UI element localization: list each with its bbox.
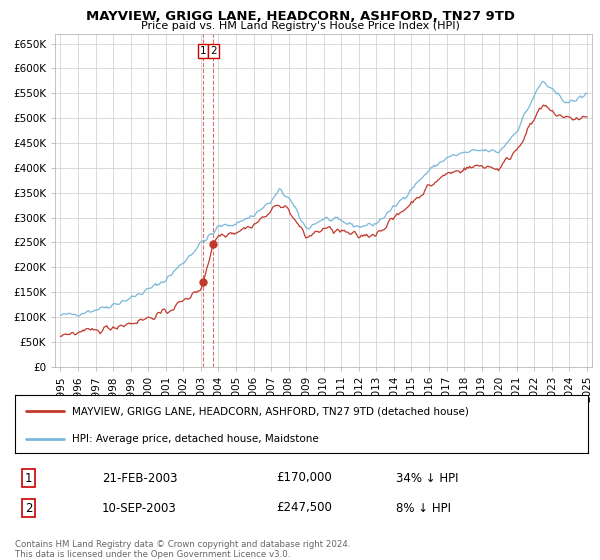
- Text: 2: 2: [210, 46, 217, 56]
- Text: 1: 1: [25, 472, 32, 484]
- Text: £170,000: £170,000: [276, 472, 332, 484]
- Text: 8% ↓ HPI: 8% ↓ HPI: [396, 502, 451, 515]
- Text: MAYVIEW, GRIGG LANE, HEADCORN, ASHFORD, TN27 9TD: MAYVIEW, GRIGG LANE, HEADCORN, ASHFORD, …: [86, 10, 515, 23]
- Text: £247,500: £247,500: [276, 502, 332, 515]
- Text: HPI: Average price, detached house, Maidstone: HPI: Average price, detached house, Maid…: [73, 433, 319, 444]
- Text: Price paid vs. HM Land Registry's House Price Index (HPI): Price paid vs. HM Land Registry's House …: [140, 21, 460, 31]
- Text: 34% ↓ HPI: 34% ↓ HPI: [396, 472, 458, 484]
- Text: 1: 1: [200, 46, 206, 56]
- Text: 2: 2: [25, 502, 32, 515]
- Text: 10-SEP-2003: 10-SEP-2003: [102, 502, 177, 515]
- Text: Contains HM Land Registry data © Crown copyright and database right 2024.
This d: Contains HM Land Registry data © Crown c…: [15, 540, 350, 559]
- Text: MAYVIEW, GRIGG LANE, HEADCORN, ASHFORD, TN27 9TD (detached house): MAYVIEW, GRIGG LANE, HEADCORN, ASHFORD, …: [73, 406, 469, 416]
- Text: 21-FEB-2003: 21-FEB-2003: [102, 472, 178, 484]
